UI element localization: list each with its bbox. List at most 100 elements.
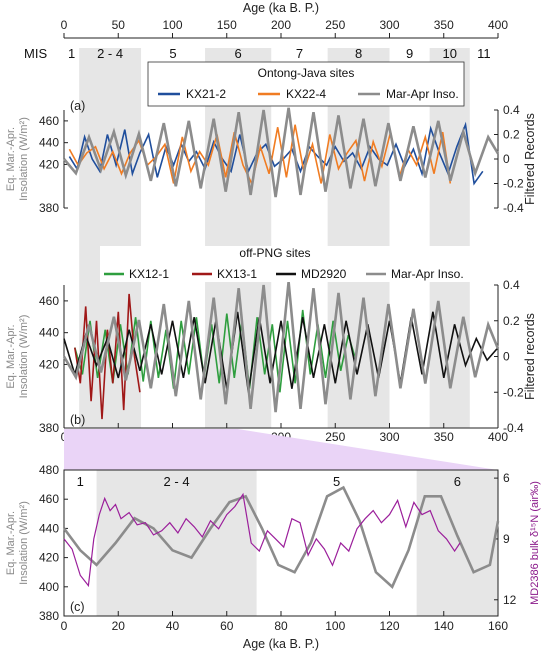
top-axis-tick-label: 100 [162,18,182,32]
mis-stage-label: 1 [68,46,75,61]
bottom-axis-title: Age (ka B. P.) [243,637,319,651]
left-axis-title: Insolation (W/m²) [18,315,30,399]
left-tick-label: 440 [39,326,59,340]
legend-a: Ontong-Java sites KX21-2 KX22-4 Mar-Apr Ins… [147,61,465,107]
bottom-tick-label: 250 [325,430,345,444]
top-axis-tick-label: 150 [217,18,237,32]
zoom-connector [64,429,498,470]
left-tick-label: 440 [39,521,59,535]
legend-item: Mar-Apr Inso. [386,87,459,101]
left-tick-label: 420 [39,551,59,565]
mis-stage-label-c: 6 [454,474,461,489]
bottom-tick-label: 100 [325,619,345,633]
right-tick-label: 12 [503,593,517,607]
mis-stage-label: 10 [442,46,456,61]
top-axis-tick-label: 350 [434,18,454,32]
mis-stage-label-c: 1 [77,474,84,489]
left-tick-label: 420 [39,357,59,371]
left-axis-title: Insolation (W/m²) [18,117,30,201]
right-tick-label: 0.2 [503,314,520,328]
top-axis-tick-label: 300 [379,18,399,32]
mis-stage-label: 5 [169,46,176,61]
top-axis-tick-label: 50 [112,18,126,32]
top-axis-tick-label: 0 [61,18,68,32]
series-line-2 [63,107,500,198]
legend-item: KX22-4 [286,87,326,101]
bottom-tick-label: 140 [434,619,454,633]
left-tick-label: 380 [39,609,59,623]
right-axis-title: MD2386 bulk δ¹⁵N (air‰) [529,481,541,605]
mis-stage-label-c: 2 - 4 [164,474,190,489]
right-tick-label: -0.2 [503,177,524,191]
left-axis-title: Eq. Mar.-Apr. [5,324,17,388]
legend-item: KX13-1 [217,267,257,281]
legend-title: Ontong-Java sites [258,66,355,80]
mis-band-c [416,470,498,616]
series-line-1 [74,293,141,420]
left-tick-label: 460 [39,492,59,506]
series-line-c-0 [62,485,500,589]
mis-stage-label: 6 [235,46,242,61]
top-axis-tick-label: 250 [325,18,345,32]
legend-item: MD2920 [301,267,347,281]
left-tick-label: 480 [39,463,59,477]
left-tick-label: 440 [39,136,59,150]
mis-stage-label: 8 [355,46,362,61]
mis-band-1 [79,48,142,428]
left-axis-title: Eq. Mar.-Apr. [5,127,17,191]
panel-a: 380 420 440 460 -0.4 -0.2 0 0.2 0.4 (a) Eq. Mar.-A… [5,99,537,215]
top-axis-title: Age (ka B. P.) [243,1,319,15]
bottom-tick-label: 350 [434,430,454,444]
bottom-tick-label: 400 [488,430,508,444]
mis-band-7 [429,48,470,428]
left-tick-label: 420 [39,157,59,171]
right-tick-label: 6 [503,471,510,485]
panel-tag: (b) [70,413,85,427]
top-axis-tick-label: 200 [271,18,291,32]
left-axis-title: Insolation (W/m²) [18,501,30,585]
series-line-2 [63,311,499,393]
right-tick-label: 9 [503,532,510,546]
top-age-axis: 0 50 100 150 200 250 300 350 400 Age (ka B. P.) [61,1,508,39]
bottom-tick-label: 300 [379,430,399,444]
mis-band-c [96,470,257,616]
bottom-tick-label: 80 [274,619,288,633]
mis-bands [79,48,470,428]
panel-b: 380 420 440 460 -0.4 -0.2 0 0.2 0.4 (b) Eq. Mar.-A… [5,278,537,435]
right-tick-label: 0 [503,350,510,364]
right-tick-label: -0.4 [503,421,524,435]
mis-stage-label: 11 [477,46,491,61]
mis-row: MIS 1 2 - 4 5 6 7 8 9 10 11 [24,46,491,61]
bottom-tick-label: 0 [61,619,68,633]
mis-stage-label: 7 [296,46,303,61]
bottom-tick-label: 40 [166,619,180,633]
mis-stage-label-c: 5 [333,474,340,489]
legend-item: Mar-Apr Inso. [391,267,464,281]
legend-title: off-PNG sites [239,246,310,260]
left-tick-label: 460 [39,114,59,128]
right-tick-label: -0.2 [503,385,524,399]
left-tick-label: 380 [39,421,59,435]
right-tick-label: -0.4 [503,201,524,215]
legend-item: KX21-2 [186,87,226,101]
right-tick-label: 0 [503,152,510,166]
right-tick-label: 0.4 [503,103,520,117]
legend-box [100,246,470,282]
mis-label: MIS [24,46,47,61]
zoom-wedge [64,429,498,470]
bottom-tick-label: 20 [112,619,126,633]
bottom-tick-label: 160 [488,619,508,633]
left-tick-label: 380 [39,201,59,215]
series-line-c-1 [63,492,461,588]
left-axis-title: Eq. Mar.-Apr. [5,511,17,575]
mis-stage-label: 2 - 4 [97,46,123,61]
bottom-tick-label: 60 [220,619,234,633]
mis-stage-label: 9 [406,46,413,61]
legend-b: off-PNG sites KX12-1 KX13-1 MD2920 Mar-Apr I… [61,246,508,444]
legend-box [147,61,465,107]
right-tick-label: 0.2 [503,128,520,142]
left-tick-label: 460 [39,294,59,308]
right-tick-label: 0.4 [503,278,520,292]
